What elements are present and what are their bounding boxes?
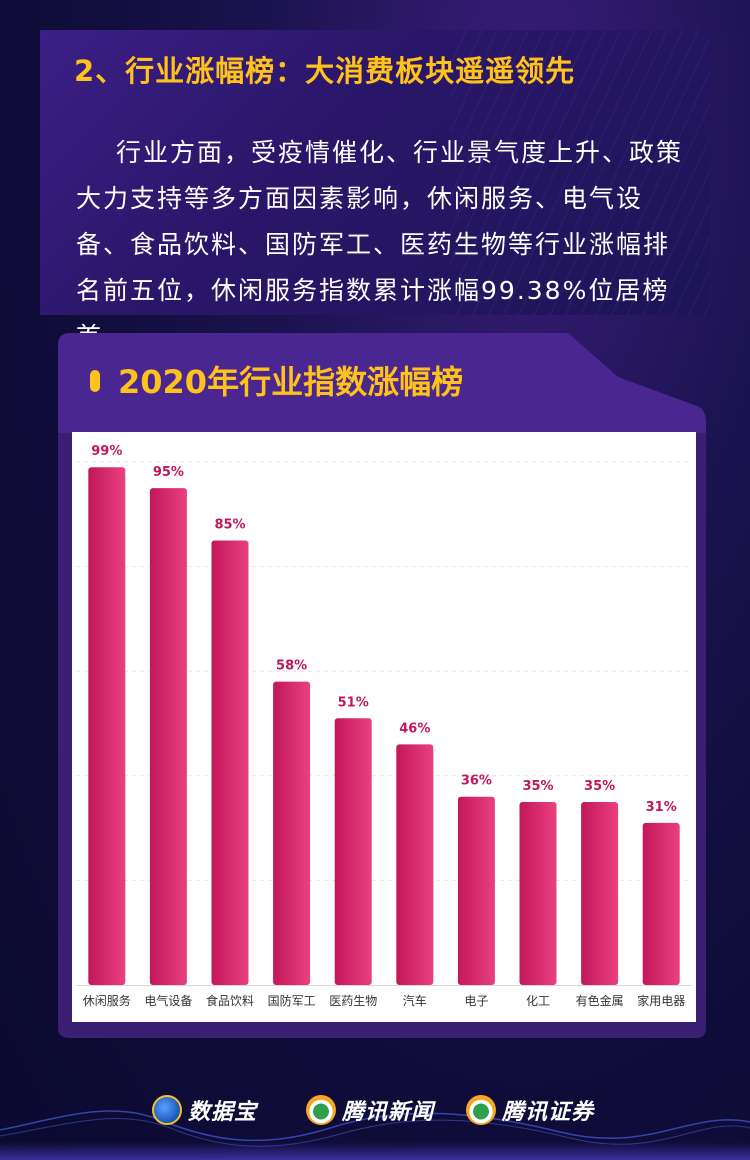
bar-0: [88, 467, 126, 986]
footer-logo-shujubao: 数据宝: [152, 1093, 257, 1127]
bar-chart: 99% 休闲服务 95% 电气设备 85% 食品饮料 58% 国防军工 51% 医药生物 46% 汽车…: [76, 444, 692, 1008]
bar-1: [149, 488, 187, 985]
data-label-7: 35%: [522, 779, 553, 794]
x-tick-label-0: 休闲服务: [83, 993, 131, 1008]
bar-7: [519, 801, 557, 985]
bar-3: [273, 681, 311, 985]
data-label-3: 58%: [276, 659, 307, 674]
x-tick-label-9: 家用电器: [637, 993, 685, 1008]
chart-title-marker: [90, 370, 100, 392]
footer-logo-label: 腾讯新闻: [342, 1100, 435, 1125]
bar-4: [334, 718, 372, 985]
x-tick-label-3: 国防军工: [268, 993, 316, 1008]
x-tick-label-8: 有色金属: [576, 993, 624, 1008]
tencent-securities-logo-icon: [466, 1095, 496, 1125]
bar-6: [457, 796, 495, 985]
intro-panel: [40, 30, 710, 315]
data-label-5: 46%: [399, 721, 430, 736]
footer-logo-label: 数据宝: [188, 1100, 258, 1125]
data-label-2: 85%: [214, 517, 245, 532]
footer-logo-tencent-securities: 腾讯证券: [466, 1093, 594, 1127]
data-label-6: 36%: [461, 774, 492, 789]
x-tick-label-7: 化工: [526, 994, 550, 1008]
bar-2: [211, 540, 249, 985]
bottom-glow: [0, 1142, 750, 1160]
data-label-0: 99%: [91, 444, 122, 459]
data-label-8: 35%: [584, 779, 615, 794]
intro-paragraph: 行业方面，受疫情催化、行业景气度上升、政策大力支持等多方面因素影响，休闲服务、电…: [76, 138, 684, 351]
x-tick-label-6: 电子: [464, 994, 488, 1008]
x-tick-label-4: 医药生物: [329, 994, 377, 1008]
bar-8: [581, 801, 619, 985]
bar-9: [642, 822, 680, 985]
section-title: 2、行业涨幅榜：大消费板块遥遥领先: [74, 54, 576, 88]
x-tick-label-5: 汽车: [403, 993, 427, 1008]
chart-plot-area: 99% 休闲服务 95% 电气设备 85% 食品饮料 58% 国防军工 51% 医药生物 46% 汽车…: [72, 432, 696, 1022]
x-tick-label-1: 电气设备: [144, 993, 192, 1008]
data-label-9: 31%: [646, 800, 677, 815]
shujubao-logo-icon: [152, 1095, 182, 1125]
data-label-4: 51%: [338, 695, 369, 710]
footer-logo-label: 腾讯证券: [502, 1100, 595, 1125]
bar-5: [396, 744, 434, 985]
data-label-1: 95%: [153, 465, 184, 480]
footer-logo-tencent-news: 腾讯新闻: [306, 1093, 434, 1127]
tencent-news-logo-icon: [306, 1095, 336, 1125]
chart-title: 2020年行业指数涨幅榜: [118, 363, 464, 401]
x-tick-label-2: 食品饮料: [206, 993, 254, 1008]
